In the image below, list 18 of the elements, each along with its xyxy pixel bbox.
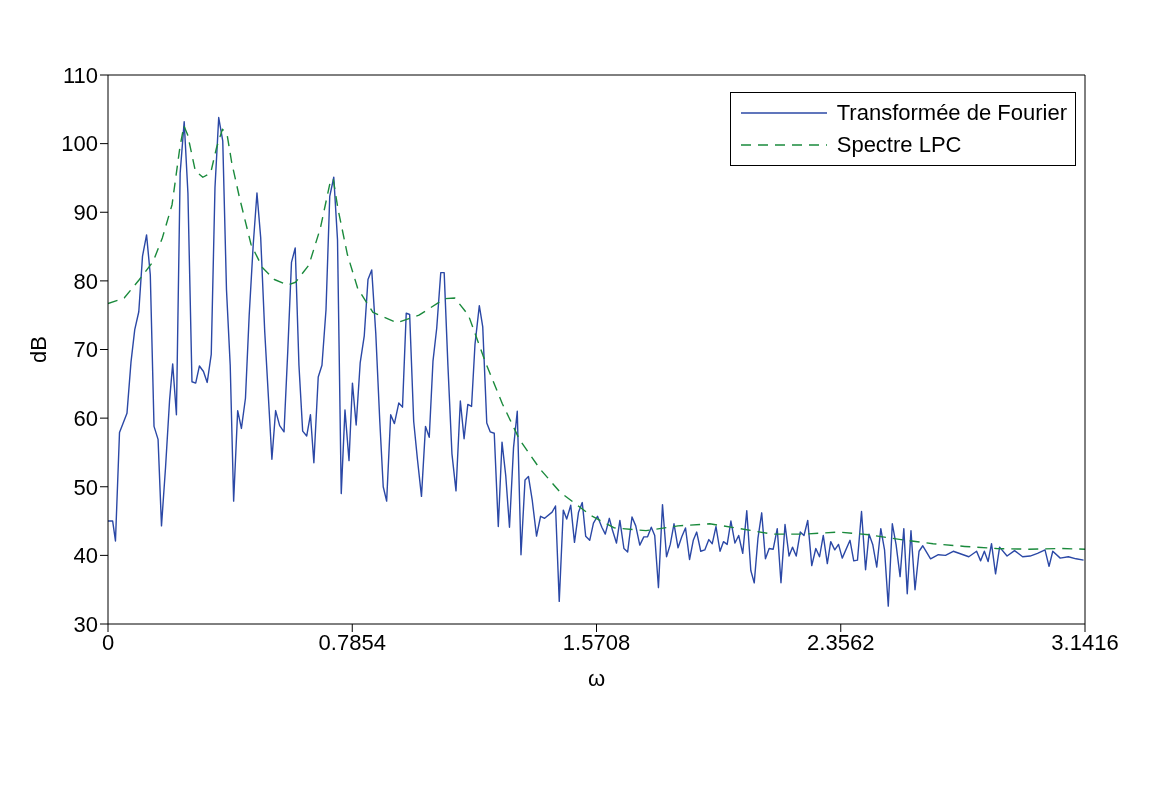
y-tick-label: 30 [73,611,98,637]
y-tick-label: 100 [61,131,98,157]
x-tick-label: 0.7854 [318,629,386,655]
y-tick-label: 80 [73,268,98,294]
y-tick-label: 110 [62,62,98,88]
x-tick-label: 0 [101,629,115,655]
y-tick-label: 60 [73,405,98,431]
legend-label: Spectre LPC [836,132,962,158]
y-tick-label: 70 [73,337,98,363]
x-tick-label: 2.3562 [807,629,875,655]
y-axis-title: dB [25,336,51,363]
legend-label: Transformée de Fourier [836,100,1067,126]
x-tick-label: 3.1416 [1051,629,1119,655]
x-tick-label: 1.5708 [562,629,631,655]
y-tick-label: 90 [73,200,98,226]
y-tick-label: 40 [73,543,98,569]
y-tick-label: 50 [73,474,98,500]
x-axis-title: ω [587,666,606,691]
